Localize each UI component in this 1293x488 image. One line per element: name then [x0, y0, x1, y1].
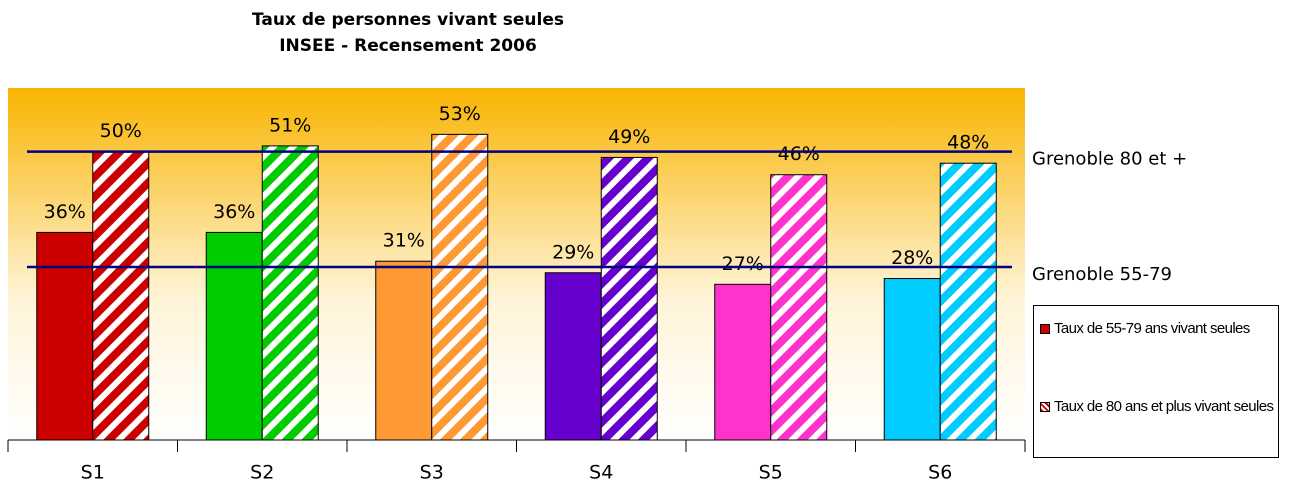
data-label: 27%	[722, 253, 764, 275]
data-label: 46%	[778, 143, 820, 165]
chart-subtitle: INSEE - Recensement 2006	[279, 36, 537, 56]
reference-label: Grenoble 55-79	[1032, 264, 1172, 285]
x-tick-label: S3	[420, 462, 444, 484]
legend: Taux de 55-79 ans vivant seules Taux de 8…	[1033, 305, 1279, 458]
data-label: 29%	[552, 241, 594, 263]
bar	[92, 151, 150, 441]
bar	[36, 231, 94, 441]
bar	[375, 260, 433, 441]
data-label: 36%	[44, 201, 86, 223]
data-label: 28%	[891, 247, 933, 269]
legend-swatch	[1040, 402, 1050, 412]
bar	[770, 174, 828, 441]
x-tick-label: S2	[250, 462, 274, 484]
data-label: 50%	[100, 120, 142, 142]
x-tick-label: S4	[589, 462, 613, 484]
legend-label: Taux de 55-79 ans vivant seules	[1054, 320, 1250, 337]
reference-label: Grenoble 80 et +	[1032, 149, 1187, 170]
bar	[939, 162, 997, 441]
plot-background	[8, 88, 1025, 440]
data-label: 31%	[383, 230, 425, 252]
data-label: 48%	[947, 132, 989, 154]
legend-label: Taux de 80 ans et plus vivant seules	[1054, 398, 1274, 415]
bar	[883, 278, 941, 441]
bar	[600, 156, 658, 441]
data-label: 53%	[439, 103, 481, 125]
x-tick-label: S5	[759, 462, 783, 484]
chart-title: Taux de personnes vivant seules	[252, 10, 564, 30]
data-label: 36%	[213, 201, 255, 223]
bar	[261, 145, 319, 441]
x-tick-label: S1	[81, 462, 105, 484]
legend-swatch	[1040, 324, 1050, 334]
bar	[714, 283, 772, 441]
x-tick-label: S6	[928, 462, 952, 484]
legend-item: Taux de 55-79 ans vivant seules	[1040, 320, 1276, 338]
data-label: 49%	[608, 126, 650, 148]
data-label: 51%	[269, 114, 311, 136]
bar	[431, 133, 489, 441]
bar	[205, 231, 263, 441]
bar	[544, 272, 602, 441]
legend-item: Taux de 80 ans et plus vivant seules	[1040, 398, 1276, 416]
